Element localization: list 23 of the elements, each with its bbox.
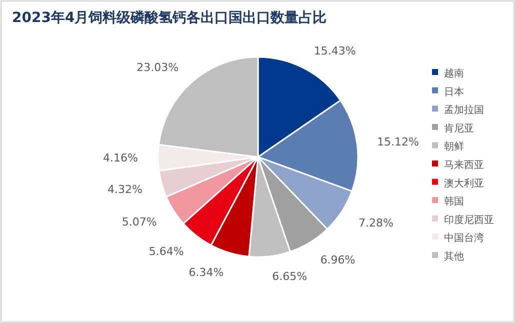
legend-label: 马来西亚 xyxy=(444,159,484,171)
legend-label: 日本 xyxy=(444,86,464,98)
legend-label: 印度尼西亚 xyxy=(444,214,494,226)
legend-label: 澳大利亚 xyxy=(444,177,484,190)
data-label: 6.34% xyxy=(188,266,224,279)
legend-label: 肯尼亚 xyxy=(444,122,474,134)
legend-label: 韩国 xyxy=(444,196,464,208)
data-label: 15.43% xyxy=(314,44,356,58)
data-label: 6.96% xyxy=(320,253,356,266)
legend-label: 越南 xyxy=(444,68,464,80)
data-label: 6.65% xyxy=(272,270,308,284)
data-label: 4.16% xyxy=(103,152,138,165)
data-label: 5.07% xyxy=(122,215,157,228)
legend-label: 孟加拉国 xyxy=(444,104,484,116)
data-label: 7.28% xyxy=(358,216,394,230)
legend-label: 中国台湾 xyxy=(444,232,484,244)
data-label: 4.32% xyxy=(108,183,142,196)
data-label: 23.03% xyxy=(136,60,179,74)
legend-label: 朝鲜 xyxy=(444,140,464,153)
data-label: 15.12% xyxy=(377,136,419,149)
chart-title: 2023年4月饲料级磷酸氢钙各出口国出口数量占比 xyxy=(12,10,327,26)
data-label: 5.64% xyxy=(148,245,184,258)
legend-label: 其他 xyxy=(444,250,464,262)
